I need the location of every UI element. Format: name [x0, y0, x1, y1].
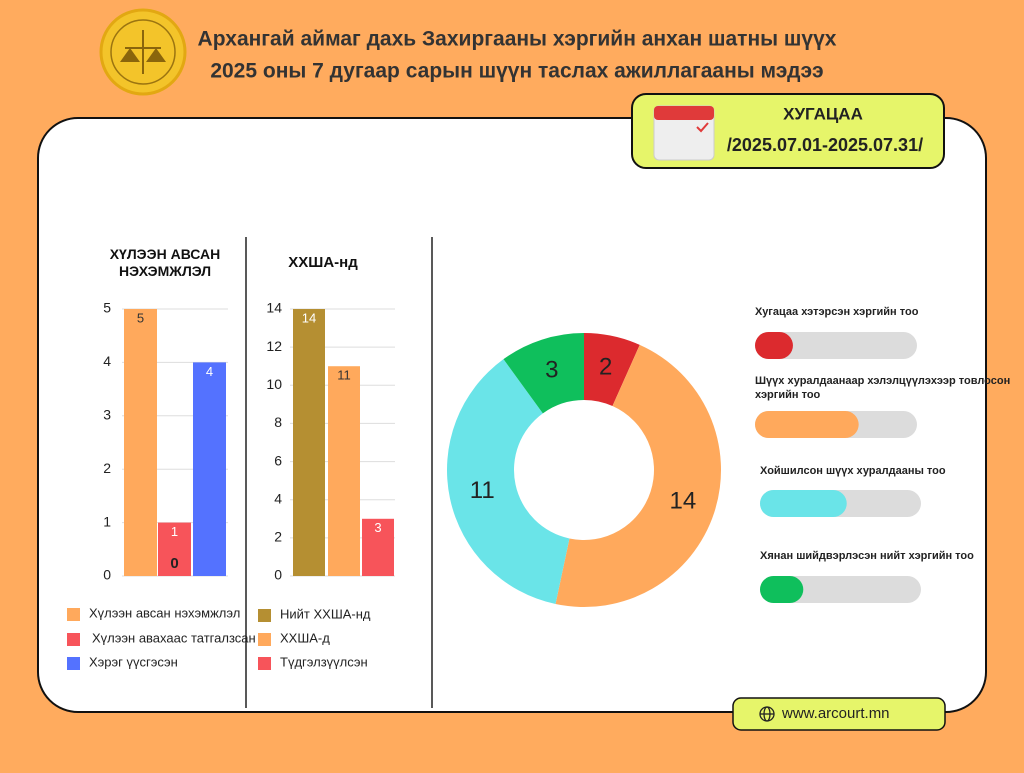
y-tick-label: 2 — [274, 529, 282, 545]
progress-fill — [755, 411, 859, 438]
legend-label: ХХША-д — [280, 630, 330, 645]
legend-swatch — [258, 633, 271, 646]
legend-label: Хугацаа хэтэрсэн хэргийн тоо — [755, 306, 919, 318]
legend-label: Хэрэг үүсгэсэн — [89, 654, 178, 669]
legend-label: Хянан шийдвэрлэсэн нийт хэргийн тоо — [760, 550, 974, 562]
data-label: 14 — [670, 487, 697, 514]
calendar-icon — [653, 105, 715, 161]
progress-fill — [760, 576, 804, 603]
progress-track — [755, 332, 917, 359]
y-tick-label: 0 — [103, 567, 111, 583]
legend-label: Түдгэлзүүлсэн — [280, 654, 368, 669]
data-label: 11 — [470, 477, 495, 504]
y-tick-label: 12 — [266, 338, 282, 354]
data-label: 4 — [206, 364, 213, 379]
y-tick-label: 0 — [274, 567, 282, 583]
donut-segment — [447, 359, 570, 605]
y-tick-label: 1 — [103, 513, 111, 529]
subtitle: 2025 оны 7 дугаар сарын шүүн таслах ажил… — [210, 60, 823, 83]
y-tick-label: 3 — [103, 407, 111, 423]
legend-swatch — [258, 609, 271, 622]
legend-swatch — [67, 608, 80, 621]
period-range: /2025.07.01-2025.07.31/ — [727, 135, 923, 155]
y-tick-label: 8 — [274, 414, 282, 430]
bar — [193, 362, 226, 576]
y-tick-label: 4 — [103, 353, 111, 369]
globe-icon — [759, 706, 775, 722]
legend-label: Хойшилсон шүүх хуралдааны тоо — [760, 465, 946, 477]
bar — [328, 366, 360, 576]
chart-title: ХХША-нд — [288, 254, 358, 271]
bar — [362, 518, 394, 576]
chart-title: ХҮЛЭЭН АВСАН НЭХЭМЖЛЭЛ — [110, 246, 221, 279]
title: Архангай аймаг дахь Захиргааны хэргийн а… — [198, 28, 837, 51]
data-label: 14 — [302, 310, 316, 325]
y-tick-label: 2 — [103, 460, 111, 476]
progress-fill — [760, 490, 847, 517]
progress-fill — [755, 332, 793, 359]
legend-swatch — [67, 657, 80, 670]
website[interactable]: www.arcourt.mn — [781, 705, 890, 722]
data-label: 3 — [545, 356, 558, 383]
donut-segment — [555, 344, 721, 607]
donut-segment — [584, 333, 640, 407]
data-label: 2 — [599, 354, 612, 381]
donut-segment — [503, 333, 584, 414]
y-tick-label: 6 — [274, 452, 282, 468]
legend-label: Хүлээн авахаас татгалзсан — [92, 630, 256, 645]
legend-swatch — [67, 633, 80, 646]
bar — [124, 309, 157, 576]
data-label: 1 — [171, 524, 178, 539]
legend-swatch — [258, 657, 271, 670]
data-label: 3 — [374, 520, 381, 535]
y-tick-label: 14 — [266, 300, 282, 316]
period-label: ХУГАЦАА — [783, 104, 863, 123]
bar — [293, 309, 325, 576]
legend-label: Хүлээн авсан нэхэмжлэл — [89, 605, 240, 620]
y-tick-label: 10 — [266, 376, 282, 392]
data-label: 11 — [337, 368, 351, 383]
legend-label: Нийт ХХША-нд — [280, 606, 371, 621]
logo — [99, 8, 187, 96]
annotation: 0 — [170, 555, 178, 572]
bar — [158, 522, 191, 576]
data-label: 5 — [137, 310, 144, 325]
website-box[interactable] — [732, 697, 946, 731]
legend-label: Шүүх хуралдаанаар хэлэлцүүлэхээр товлосо… — [755, 375, 1010, 401]
y-tick-label: 4 — [274, 490, 282, 506]
y-tick-label: 5 — [103, 300, 111, 316]
